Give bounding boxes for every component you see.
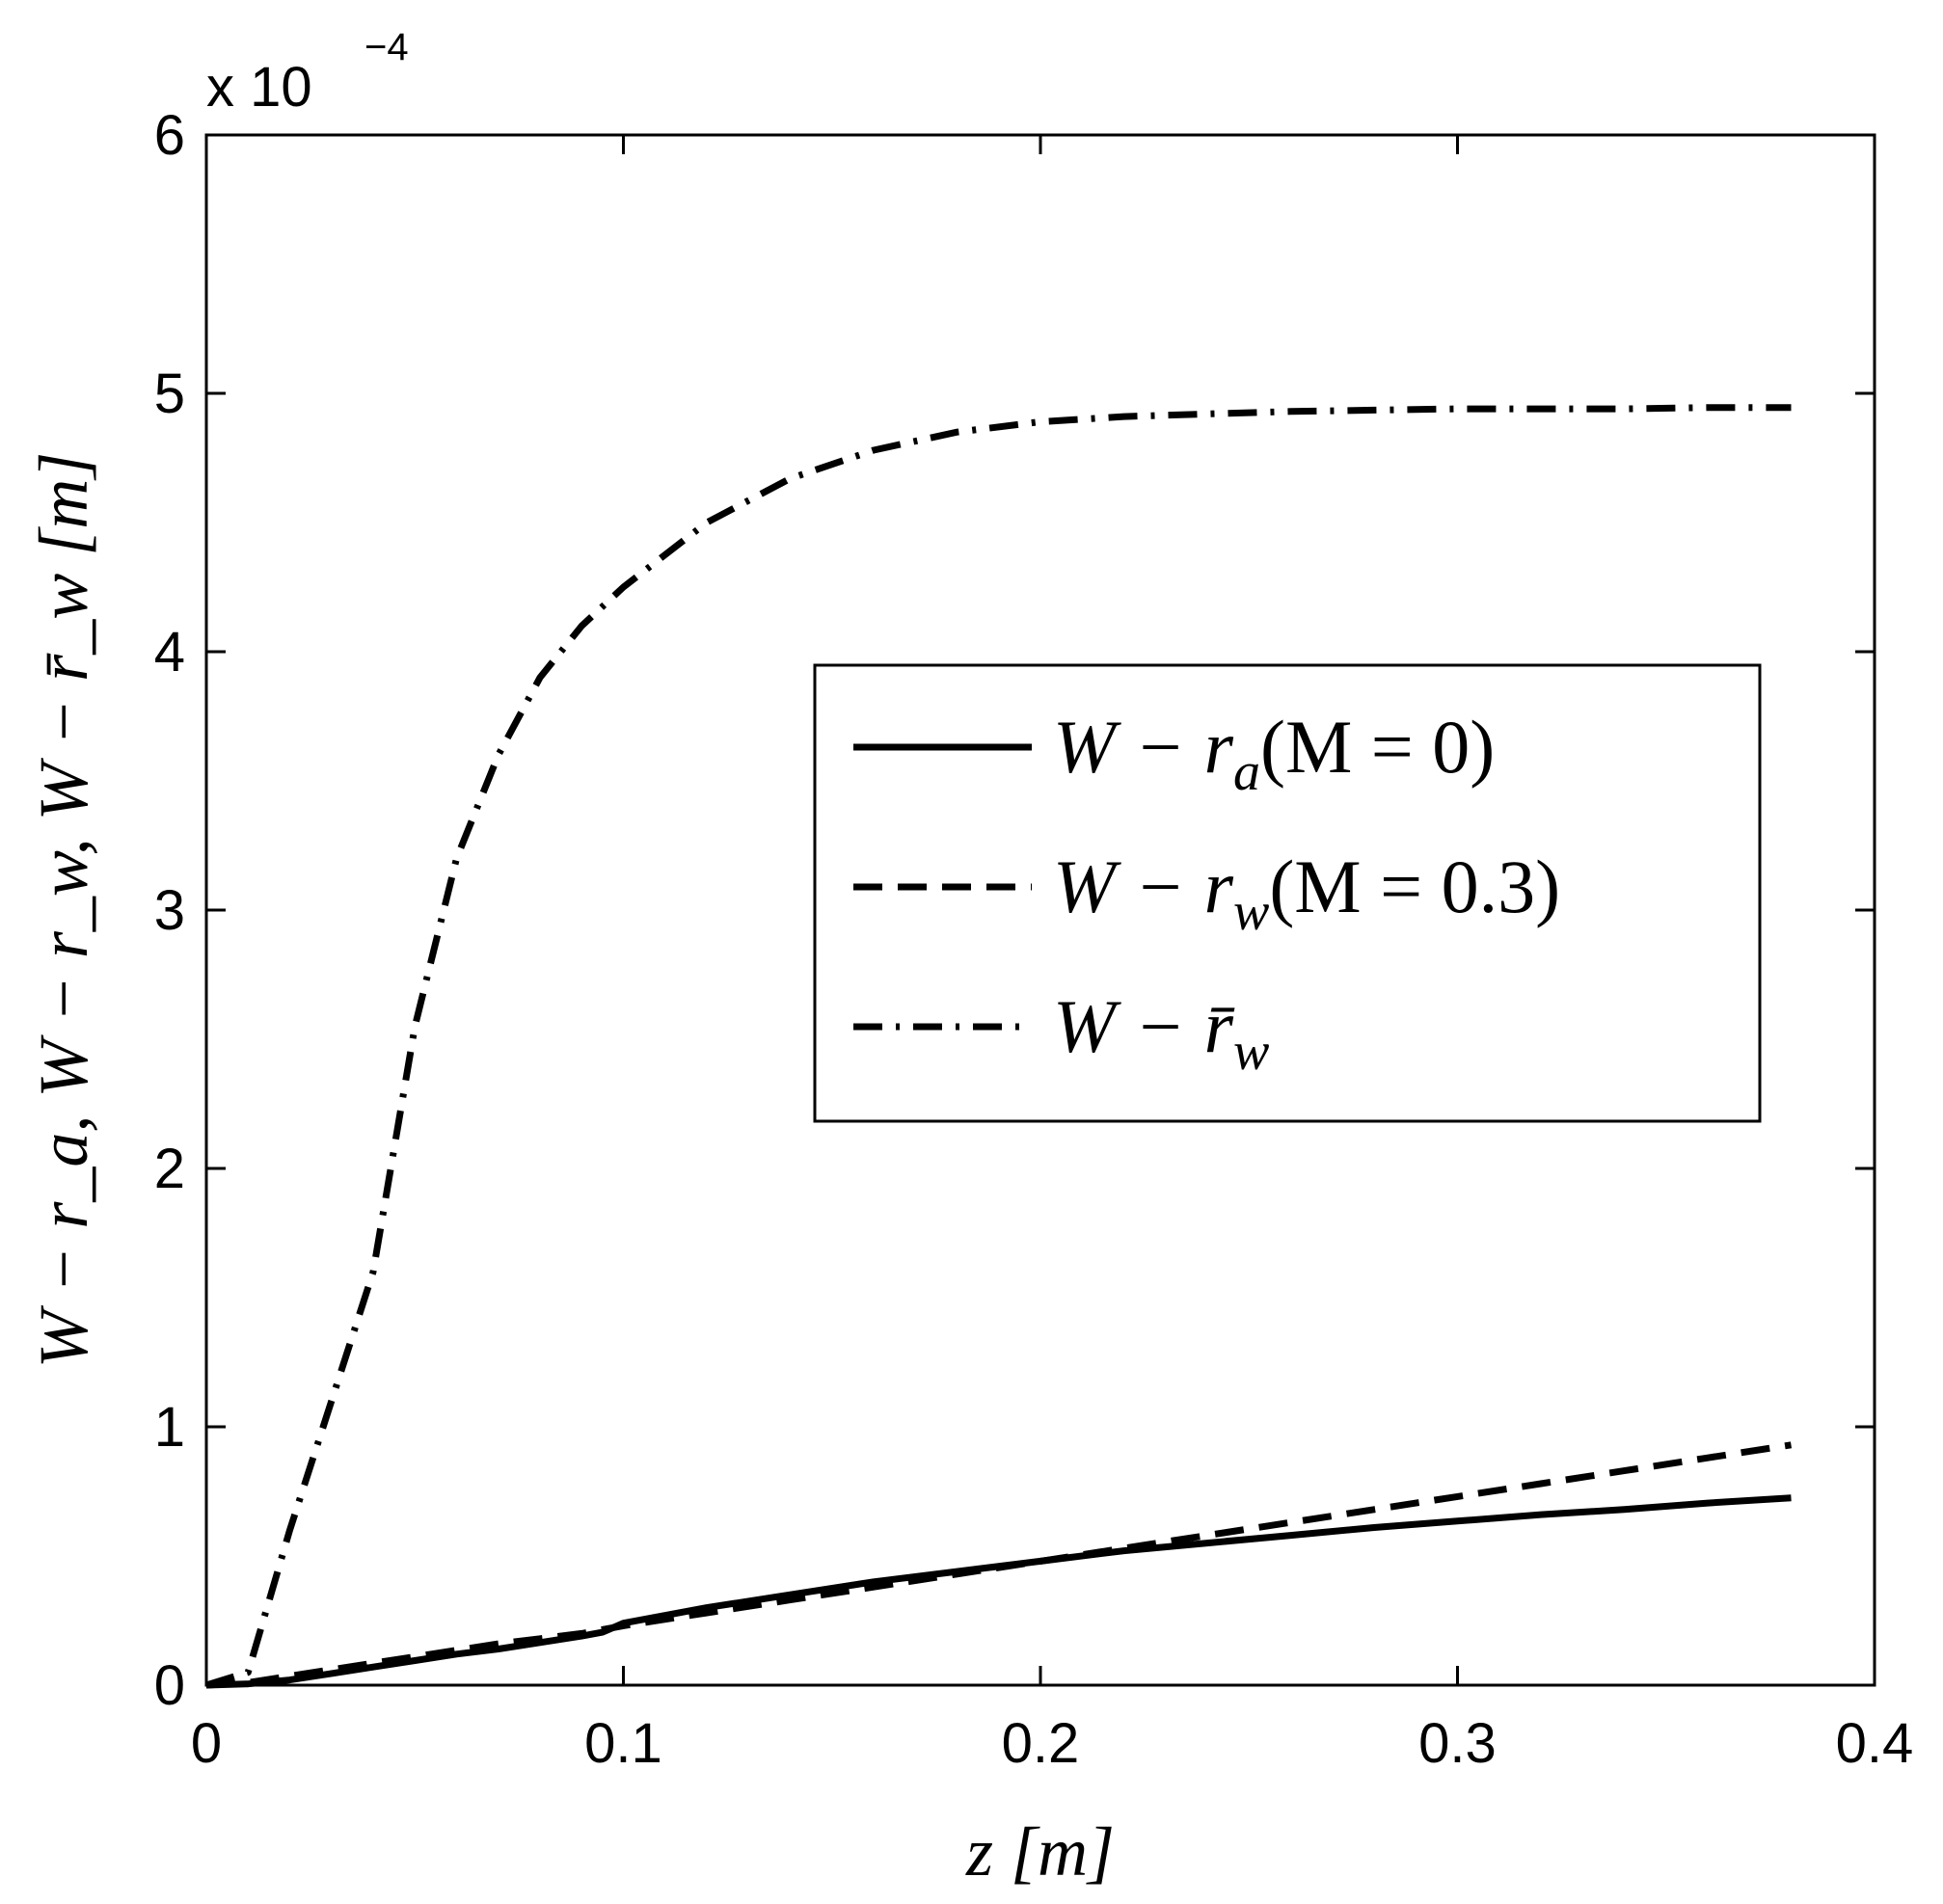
legend-label-1: W − ra(M = 0): [1053, 705, 1495, 802]
axis-ticks: [204, 133, 1876, 1687]
x-axis-label: z [m]: [965, 1813, 1115, 1891]
x-tick-label: 0.4: [1836, 1712, 1914, 1775]
axis-tick-labels: 0 0.1 0.2 0.3 0.4 0 1 2 3 4 5 6: [154, 104, 1914, 1775]
y-tick-label: 4: [154, 621, 185, 684]
legend: W − ra(M = 0) W − rw(M = 0.3) W − r̄w: [813, 663, 1762, 1123]
legend-label-3: W − r̄w: [1053, 984, 1269, 1082]
y-tick-label: 5: [154, 362, 185, 425]
y-axis-label: W − r_a, W − r_w, W − r̄_w [m]: [25, 452, 102, 1368]
x-tick-label: 0.1: [584, 1712, 662, 1775]
y-multiplier: x 10 −4: [206, 26, 409, 119]
y-tick-label: 3: [154, 879, 185, 942]
y-tick-label: 1: [154, 1396, 185, 1459]
series-line-2: [205, 1441, 1793, 1689]
legend-items: W − ra(M = 0) W − rw(M = 0.3) W − r̄w: [853, 705, 1560, 1082]
x-tick-label: 0.2: [1002, 1712, 1080, 1775]
y-tick-label: 0: [154, 1654, 185, 1717]
legend-label-2: W − rw(M = 0.3): [1053, 845, 1560, 942]
y-multiplier-base: x 10: [206, 56, 312, 119]
y-tick-label: 6: [154, 104, 185, 167]
x-axis-label-text: z [m]: [965, 1813, 1115, 1891]
y-axis-label-text: W − r_a, W − r_w, W − r̄_w [m]: [25, 452, 102, 1368]
legend-box: [813, 663, 1762, 1123]
series-line-3: [204, 404, 1792, 1689]
x-tick-label: 0: [191, 1712, 222, 1775]
series-layer: [204, 404, 1793, 1689]
y-multiplier-exponent: −4: [364, 26, 409, 68]
x-tick-label: 0.3: [1418, 1712, 1497, 1775]
series-line-1: [205, 1494, 1792, 1689]
y-tick-label: 2: [154, 1138, 185, 1200]
